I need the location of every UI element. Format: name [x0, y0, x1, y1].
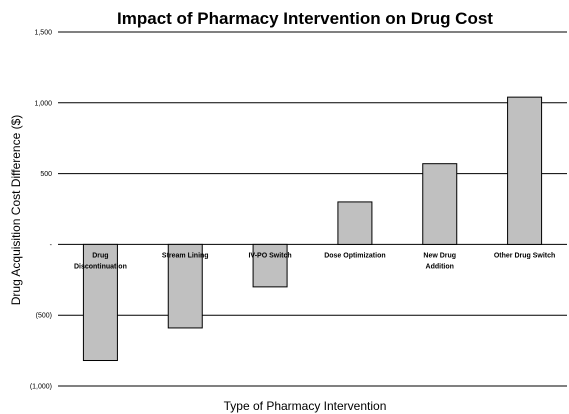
- category-label: Dose Optimization: [324, 252, 385, 259]
- bar: [252, 243, 288, 288]
- chart-title: Impact of Pharmacy Intervention on Drug …: [117, 9, 493, 28]
- y-tick-label: (1,000): [30, 384, 52, 391]
- category-label: Addition: [426, 263, 454, 270]
- y-tick-label: (500): [36, 313, 52, 320]
- category-label: Drug: [92, 252, 108, 259]
- gridlines: [58, 31, 567, 387]
- bar: [167, 243, 203, 329]
- y-tick-label: -: [50, 242, 53, 249]
- x-axis-label: Type of Pharmacy Intervention: [224, 399, 387, 413]
- bar: [422, 163, 458, 245]
- y-tick-label: 500: [40, 171, 52, 178]
- bar: [337, 201, 373, 245]
- category-label: Discontinuation: [74, 263, 127, 270]
- category-label: Stream Lining: [162, 252, 209, 259]
- category-label: IV-PO Switch: [248, 252, 291, 259]
- y-axis-label: Drug Acquisition Cost Difference ($): [9, 115, 23, 306]
- y-tick-label: 1,000: [34, 100, 52, 107]
- category-label: Other Drug Switch: [494, 252, 555, 259]
- y-tick-label: 1,500: [34, 30, 52, 37]
- bars: [82, 96, 543, 362]
- bar: [507, 96, 543, 245]
- y-axis-ticks: 1,500 1,000 500 - (500) (1,000): [30, 30, 53, 391]
- category-labels: Drug Discontinuation Stream Lining IV-PO Sw…: [74, 252, 555, 270]
- bar: [82, 243, 118, 362]
- category-label: New Drug: [423, 252, 456, 259]
